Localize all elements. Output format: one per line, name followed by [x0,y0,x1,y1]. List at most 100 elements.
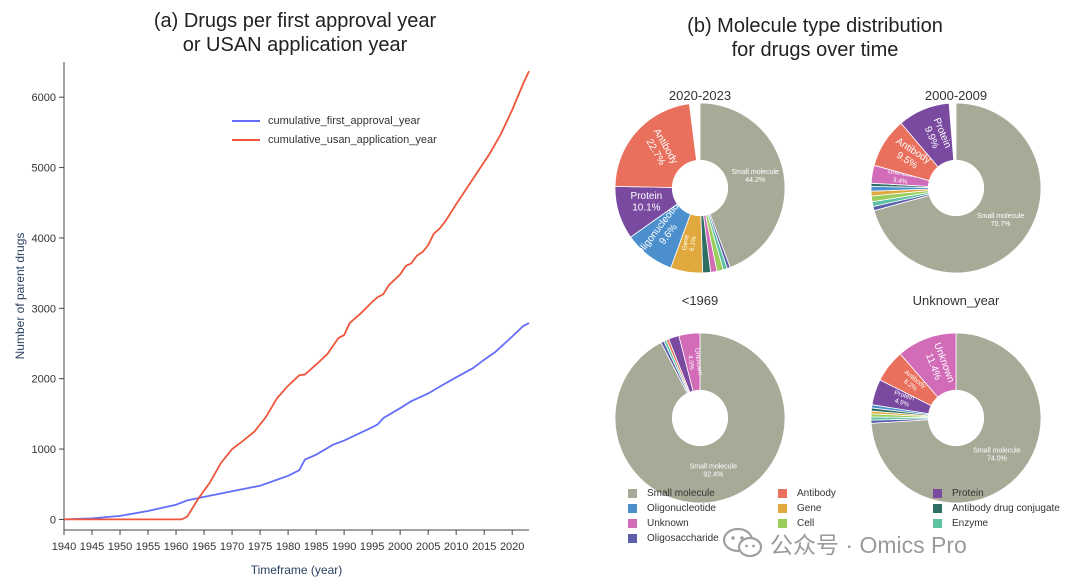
legend-item[interactable]: Oligosaccharide [628,531,719,545]
legend-item[interactable]: cumulative_usan_application_year [232,130,437,149]
legend-swatch [778,503,787,513]
x-tick-label: 1985 [304,541,328,553]
legend-item[interactable]: Gene [778,501,821,515]
legend-item[interactable]: Protein [933,486,984,500]
legend-item[interactable]: Antibody drug conjugate [933,501,1060,515]
pie-data-label-line: 74.0% [987,456,1007,463]
x-tick-label: 2000 [388,541,412,553]
pie-data-label: Small molecule 70.7% [977,213,1025,228]
panel-a-title-line2: or USAN application year [182,34,408,56]
pie-data-label-line: Small molecule [690,464,738,471]
pie-data-label-line: Unknown [693,348,703,376]
pie-hole [671,389,729,447]
legend-label: Protein [952,487,984,499]
x-tick-label: 1965 [192,541,216,553]
pie-hole [927,389,985,447]
legend-label: Cell [797,517,815,529]
legend-item[interactable]: cumulative_first_approval_year [232,111,437,130]
y-tick-label: 6000 [32,92,56,104]
line-chart-cumulative-drugs: 0 1000 2000 3000 4000 5000 6000 1940 1945 1950 195… [13,62,530,577]
legend-item[interactable]: Small molecule [628,486,715,500]
legend-swatch [933,518,942,528]
legend-item[interactable]: Oligonucleotide [628,501,716,515]
pie-slice-small-molecule [699,102,786,268]
pie-hole [671,159,729,217]
legend-label: Unknown [647,517,689,529]
x-tick-label: 1960 [164,541,188,553]
x-tick-label: 2020 [500,541,524,553]
legend-swatch [232,119,260,122]
pie-data-label-line: 4.0% [686,355,695,371]
pie-data-label-line: 10.1% [632,203,660,214]
pie-title: <1969 [682,293,719,308]
pie-data-label-line: Protein [631,191,663,202]
panel-b-title-line2: for drugs over time [731,39,899,61]
legend-swatch [628,503,637,513]
pie-data-label-line: 4.9% [894,397,910,408]
x-axis-title: Timeframe (year) [251,563,343,577]
y-tick-label: 2000 [32,374,56,386]
pie-data-label-line: Small molecule [977,213,1025,220]
pie-data-label-line: 6.1% [689,236,698,252]
legend-item[interactable]: Cell [778,516,814,530]
pie-data-label-line: 44.2% [745,177,765,184]
line-chart-legend: cumulative_first_approval_year cumulative… [232,111,437,149]
legend-item[interactable]: Unknown [628,516,689,530]
y-axis-title: Number of parent drugs [13,233,27,360]
series-line-1 [63,322,530,521]
legend-label: cumulative_usan_application_year [268,133,437,146]
watermark-text: 公众号 · Omics Pro [770,532,967,558]
pie-data-label: Protein 10.1% [631,191,663,214]
x-tick-label: 2005 [416,541,440,553]
x-tick-label: 1940 [52,541,76,553]
y-tick-label: 1000 [32,444,56,456]
x-tick-label: 1975 [248,541,272,553]
legend-label: Antibody [797,487,836,499]
legend-item[interactable]: Antibody [778,486,836,500]
x-tick-label: 1990 [332,541,356,553]
watermark: 公众号 · Omics Pro [722,526,967,560]
pie-title: Unknown_year [913,293,1000,308]
legend-label: Oligonucleotide [647,502,716,514]
legend-label: Small molecule [647,487,715,499]
x-tick-label: 1995 [360,541,384,553]
pie-title: 2020-2023 [669,88,731,103]
pie-data-label: Small molecule 44.2% [731,169,779,184]
x-tick-label: 1945 [80,541,104,553]
legend-label: Enzyme [952,517,989,529]
y-tick-label: 5000 [32,163,56,175]
pie-data-label-line: 70.7% [991,221,1011,228]
legend-item[interactable]: Enzyme [933,516,988,530]
x-tick-label: 2015 [472,541,496,553]
legend-swatch [778,518,787,528]
pie-data-label-line: Small molecule [973,448,1021,455]
legend-swatch [628,518,637,528]
pie-data-label-line: Unknown [887,168,915,179]
legend-label: Gene [797,502,822,514]
x-tick-label: 1970 [220,541,244,553]
x-tick-label: 1950 [108,541,132,553]
pie-data-label: Small molecule 74.0% [973,448,1021,463]
pie-data-label: Unknown4.0% [685,348,703,377]
legend-label: cumulative_first_approval_year [268,114,421,127]
x-tick-label: 1980 [276,541,300,553]
legend-swatch [232,138,260,141]
panel-b-title: (b) Molecule type distribution for drugs… [600,14,1030,62]
legend-swatch [933,488,942,498]
y-tick-label: 3000 [32,303,56,315]
series-line-2 [64,70,530,521]
x-tick-label: 2010 [444,541,468,553]
y-tick-label: 4000 [32,233,56,245]
panel-a-title: (a) Drugs per first approval year or USA… [70,9,520,57]
y-tick-label: 0 [50,514,56,526]
pie-data-label-line: Gene [681,234,691,251]
pie-title: 2000-2009 [925,88,987,103]
pie-data-label: Unknown3.4% [886,168,915,187]
legend-swatch [933,503,942,513]
pie-data-label: Gene6.1% [681,234,698,252]
legend-label: Antibody drug conjugate [952,502,1060,514]
